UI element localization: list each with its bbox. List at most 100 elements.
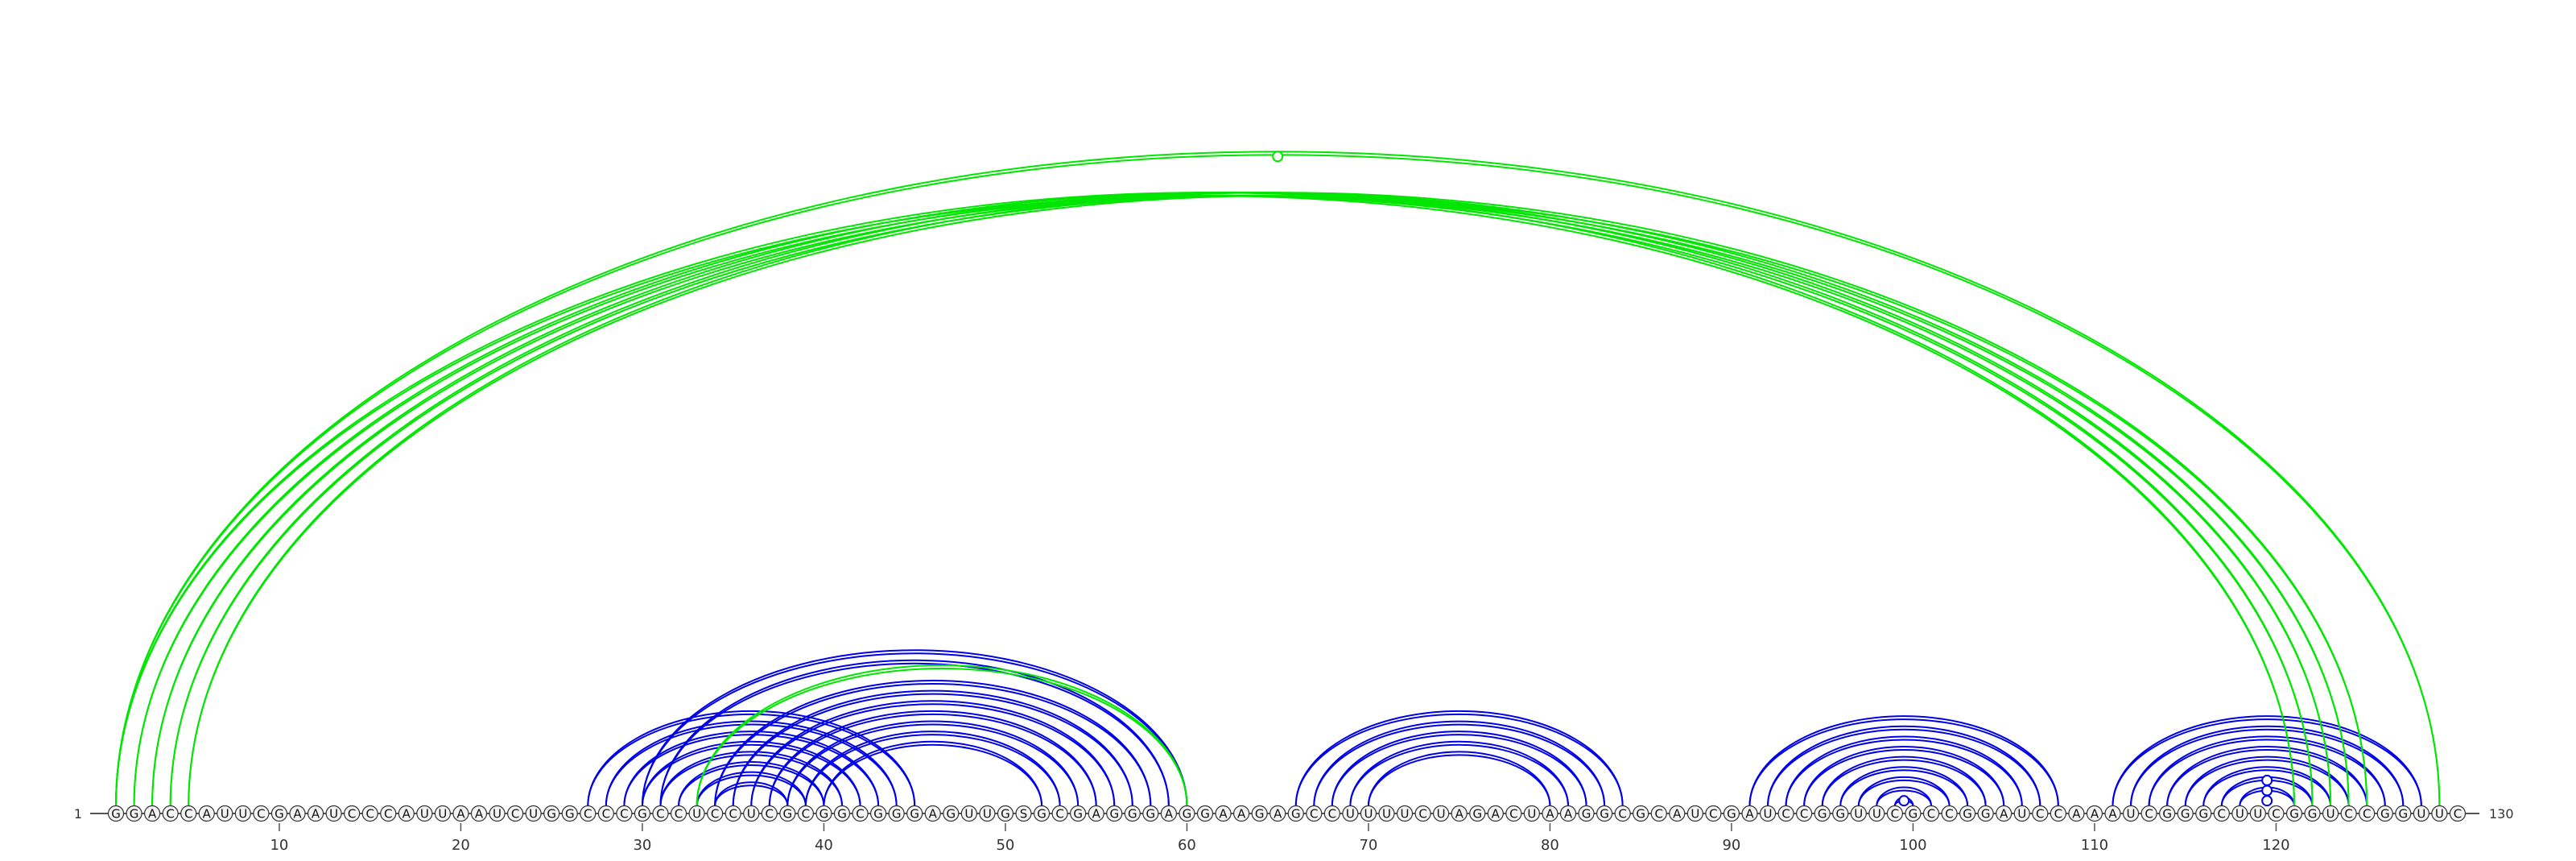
nucleotide-107: C (2032, 805, 2049, 822)
nucleotide-56: G (1106, 805, 1123, 822)
nucleotide-circle (1487, 805, 1504, 822)
nucleotide-letter: U (1346, 807, 1355, 822)
nucleotide-32: C (670, 805, 687, 822)
secondary-helix-b-arc-39-53 (804, 734, 1061, 806)
tick-label-60: 60 (1178, 837, 1196, 854)
nucleotide-circle (1433, 805, 1450, 822)
nucleotide-98: U (1868, 805, 1885, 822)
nucleotide-letter: A (293, 807, 302, 822)
nucleotide-66: G (1287, 805, 1304, 822)
nucleotide-59: A (1160, 805, 1178, 822)
nucleotide-letter: C (2344, 807, 2352, 822)
nucleotide-letter: G (2398, 807, 2408, 822)
nucleotide-18: U (416, 805, 433, 822)
nucleotide-circle (1142, 805, 1159, 822)
nucleotide-circle (580, 805, 597, 822)
nucleotide-circle (2268, 805, 2285, 822)
secondary-helix-c-arc-68-82-outline (1331, 731, 1587, 806)
nucleotide-73: C (1414, 805, 1431, 822)
nucleotide-5: C (180, 805, 197, 822)
nucleotide-circle (289, 805, 306, 822)
tick-label-50: 50 (996, 837, 1014, 854)
nucleotide-letter: U (1854, 807, 1863, 822)
nucleotide-circle (1378, 805, 1395, 822)
nucleotide-circle (652, 805, 669, 822)
nucleotide-circle (2013, 805, 2030, 822)
nucleotide-letter: C (1328, 807, 1336, 822)
nucleotide-letter: U (1401, 807, 1410, 822)
nucleotide-letter: C (1055, 807, 1063, 822)
nucleotide-circle (1051, 805, 1068, 822)
nucleotide-62: A (1215, 805, 1232, 822)
secondary-helix-e-arc-112-127 (2130, 728, 2405, 806)
nucleotide-letter: A (1092, 807, 1101, 822)
nucleotide-letter: G (2380, 807, 2390, 822)
nucleotide-118: U (2231, 805, 2248, 822)
nucleotide-letter: G (1636, 807, 1645, 822)
secondary-helix-a-arc-29-43-outline (623, 731, 880, 806)
nucleotide-106: U (2013, 805, 2030, 822)
secondary-helix-d-arc-93-106-outline (1785, 735, 2023, 806)
nucleotide-circle (270, 805, 288, 822)
nucleotide-letter: A (456, 807, 465, 822)
secondary-helix-b-arc-35-57 (732, 693, 1133, 806)
nucleotide-circle (380, 805, 397, 822)
noncanonical-marker-99-100 (1898, 795, 1910, 807)
nucleotide-letter: C (1310, 807, 1318, 822)
arcs-layer (115, 151, 2441, 806)
nucleotide-letter: C (384, 807, 392, 822)
nucleotide-letter: G (130, 807, 139, 822)
nucleotide-130: C (2449, 805, 2467, 822)
nucleotide-85: G (1633, 805, 1649, 822)
nucleotide-115: G (2177, 805, 2194, 822)
nucleotide-circle (1106, 805, 1123, 822)
nucleotide-15: C (361, 805, 378, 822)
nucleotide-4: C (162, 805, 179, 822)
nucleotide-50: G (997, 805, 1014, 822)
nucleotide-120: C (2268, 805, 2285, 822)
nucleotide-121: G (2285, 805, 2303, 822)
nucleotide-letter: U (2017, 807, 2026, 822)
nucleotide-circle (1215, 805, 1232, 822)
secondary-helix-d-arc-92-107-outline (1767, 725, 2041, 806)
tertiary-long-range-arc-3-123 (151, 194, 2332, 806)
nucleotide-letter: A (2091, 807, 2099, 822)
nucleotide-circle (2304, 805, 2321, 822)
tertiary-middle-group (696, 664, 1188, 806)
nucleotide-letter: C (365, 807, 374, 822)
nucleotide-letter: U (1437, 807, 1446, 822)
nucleotide-6: A (198, 805, 215, 822)
nucleotide-letter: C (2036, 807, 2044, 822)
nucleotide-99: C (1886, 805, 1903, 822)
tertiary-long-range-arc-5-125 (188, 194, 2368, 806)
nucleotide-67: C (1306, 805, 1323, 822)
nucleotide-letter: C (2272, 807, 2280, 822)
tick-label-40: 40 (815, 837, 833, 854)
secondary-helix-b-arc-31-59 (659, 662, 1170, 806)
nucleotide-letter: C (2363, 807, 2371, 822)
nucleotide-circle (2231, 805, 2248, 822)
secondary-helix-b-arc-40-52-outline (823, 740, 1043, 806)
nucleotide-122: G (2304, 805, 2321, 822)
secondary-helix-a-arc-32-40 (678, 764, 825, 806)
secondary-helix-e-arc-113-126-outline (2148, 735, 2386, 806)
nucleotide-54: G (1070, 805, 1087, 822)
nucleotide-90: G (1723, 805, 1740, 822)
secondary-helix-c-arc-66-84 (1294, 713, 1624, 806)
tick-label-110: 110 (2081, 837, 2108, 854)
nucleotide-circle (833, 805, 851, 822)
nucleotide-letter: U (692, 807, 701, 822)
nucleotide-93: C (1777, 805, 1794, 822)
nucleotide-letter: C (1927, 807, 1935, 822)
nucleotide-circle (2086, 805, 2103, 822)
nucleotide-65: A (1269, 805, 1286, 822)
nucleotide-letter: A (2072, 807, 2081, 822)
nucleotide-letter: U (493, 807, 502, 822)
nucleotide-81: A (1559, 805, 1577, 822)
secondary-helix-a-arc-27-45-outline (587, 710, 916, 806)
nucleotide-circle (1033, 805, 1051, 822)
tick-label-100: 100 (1899, 837, 1926, 854)
nucleotide-letter: C (1655, 807, 1663, 822)
